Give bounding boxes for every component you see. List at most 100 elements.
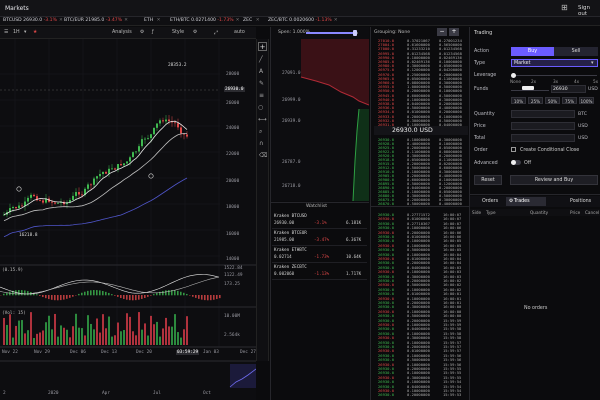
tab-orders[interactable]: Orders [482, 199, 499, 204]
ticker-tab[interactable]: BTC/EUR 21985.0 -3.47% ✕ [64, 18, 128, 23]
orderbook-bid-row[interactable]: 26915.0 0.20000000 0.02000000 [378, 161, 468, 166]
orderbook-ask-row[interactable]: 26965.0 0.05000000 0.11000000 [378, 76, 468, 81]
watchlist-item[interactable]: Kraken ZECBTC 0.002060 -1.13% 1.717K [272, 264, 367, 280]
settings-icon[interactable]: ⚙ [193, 30, 198, 35]
text-icon[interactable]: A [259, 68, 264, 75]
orderbook-bid-row[interactable]: 26900.0 0.60000000 0.10000000 [378, 177, 468, 182]
orderbook-bid-row[interactable]: 26875.0 0.20000000 0.30000000 [378, 197, 468, 202]
orderbook-bid-row[interactable]: 26910.0 0.10000000 0.30000000 [378, 169, 468, 174]
orderbook-ask-row[interactable]: 26945.0 0.60000000 0.50000000 [378, 93, 468, 98]
funds-percent-button[interactable]: 75% [562, 97, 577, 104]
leverage-slider-handle[interactable] [511, 73, 516, 78]
orderbook-bid-row[interactable]: 26925.0 0.20000000 0.05000000 [378, 145, 468, 150]
orderbook-ask-row[interactable]: 26955.0 1.00000000 0.50000000 [378, 84, 468, 89]
price-chart[interactable] [0, 39, 256, 400]
orderbook-bid-row[interactable]: 26928.0 0.40000000 0.10000000 [378, 141, 468, 146]
orderbook-ask-row[interactable]: 26960.0 0.08000000 0.30000000 [378, 80, 468, 85]
funds-percent-button[interactable]: 10% [511, 97, 526, 104]
auto-toggle[interactable]: auto [234, 30, 245, 35]
price-input[interactable] [511, 122, 575, 130]
orderbook-ask-row[interactable]: 26950.0 0.20000000 0.10000000 [378, 88, 468, 93]
line-icon[interactable]: ╱ [259, 56, 263, 63]
orderbook-ask-row[interactable]: 26995.0 0.01234568 0.01234568 [378, 51, 468, 56]
orderbook-ask-row[interactable]: 26936.0 0.50000000 0.40000000 [378, 105, 468, 110]
analysis-button[interactable]: Analysis [112, 30, 132, 35]
orderbook-bid-row[interactable]: 26895.0 0.50000000 0.12000000 [378, 181, 468, 186]
tab-positions[interactable]: Positions [570, 199, 592, 204]
orderbook-ask-row[interactable]: 27000.0 0.31233210 0.01234568 [378, 46, 468, 51]
tab-trades[interactable]: Trades [506, 197, 546, 206]
orderbook-bid-row[interactable]: 26905.0 0.20000000 0.40000000 [378, 173, 468, 178]
style-button[interactable]: Style [172, 30, 185, 35]
orderbook-bid-row[interactable]: 26870.0 0.50000000 0.40000000 [378, 201, 468, 206]
navigator-window[interactable] [230, 364, 256, 388]
reset-button[interactable]: Reset [474, 175, 502, 185]
orderbook-ask-row[interactable]: 26980.0 0.30000000 0.05000000 [378, 63, 468, 68]
menu-icon[interactable]: ☰ [4, 30, 9, 35]
orderbook-ask-row[interactable]: 26933.0 0.20000000 0.10000000 [378, 114, 468, 119]
grid-icon[interactable]: ⊞ [561, 3, 568, 12]
leverage-slider[interactable] [513, 75, 597, 76]
orderbook-ask-row[interactable]: 26985.0 0.02469136 0.10000000 [378, 59, 468, 64]
buy-button[interactable]: Buy [511, 47, 554, 56]
trash-icon[interactable]: ⌫ [259, 152, 268, 159]
fib-icon[interactable]: ≡ [259, 92, 265, 99]
brush-icon[interactable]: ✎ [259, 80, 265, 87]
watchlist-item[interactable]: Kraken ETHBTC 0.02714 -1.73% 10.64K [272, 247, 367, 263]
funds-percent-button[interactable]: 25% [528, 97, 543, 104]
magnet-icon[interactable]: ∩ [259, 140, 264, 147]
indicator-icon[interactable]: ƒ [152, 30, 154, 35]
signal-marker[interactable] [16, 186, 22, 192]
ticker-tab[interactable]: BTCUSD 26930.0 -3.1% ✕ [3, 18, 63, 23]
funds-input[interactable] [551, 85, 586, 93]
close-icon[interactable]: ✕ [333, 18, 338, 23]
close-icon[interactable]: ✕ [58, 18, 63, 23]
funds-slider-handle[interactable] [522, 86, 534, 90]
orderbook-ask-row[interactable]: 26931.0 0.10000000 0.04000000 [378, 122, 468, 127]
orderbook-ask-row[interactable]: 26932.0 0.30000000 0.50000000 [378, 118, 468, 123]
ticker-tab[interactable]: ZEC ✕ [243, 18, 260, 23]
close-icon[interactable]: ✕ [255, 18, 260, 23]
watchlist-item[interactable]: Kraken BTCEUR 21985.00 -3.47% 6.367K [272, 230, 367, 246]
funds-percent-button[interactable]: 100% [579, 97, 594, 104]
orderbook-ask-row[interactable]: 26934.0 0.01000000 0.20000000 [378, 109, 468, 114]
orderbook-ask-row[interactable]: 27010.0 0.37021067 0.27001234 [378, 38, 468, 43]
total-input[interactable] [511, 134, 575, 142]
measure-icon[interactable]: ⟷ [258, 116, 267, 123]
settings-icon[interactable]: ⚙ [140, 30, 145, 35]
orderbook-bid-row[interactable]: 26920.0 0.30000000 0.20000000 [378, 153, 468, 158]
orderbook-ask-row[interactable]: 27004.0 0.61600000 0.56500000 [378, 42, 468, 47]
spread-slider-handle[interactable] [353, 30, 357, 36]
ticker-tab[interactable]: ETH ✕ [144, 18, 161, 23]
orderbook-bid-row[interactable]: 26890.0 0.04000000 0.20000000 [378, 185, 468, 190]
orderbook-bid-row[interactable]: 26930.0 0.10000000 0.30000000 [378, 137, 468, 142]
ticker-tab[interactable]: ETH/BTC 0.0271400 -1.73% ✕ [170, 18, 240, 23]
close-icon[interactable]: ✕ [124, 18, 128, 23]
orderbook-bid-row[interactable]: 26922.0 0.11000000 0.08000000 [378, 149, 468, 154]
sign-out-link[interactable]: Sign out [578, 5, 590, 17]
order-type-select[interactable] [511, 59, 598, 67]
zoom-icon[interactable]: ⌕ [259, 128, 263, 135]
star-icon[interactable]: ★ [33, 30, 38, 35]
plus-icon[interactable]: + [258, 42, 267, 51]
orderbook-bid-row[interactable]: 26885.0 0.10000000 0.05000000 [378, 189, 468, 194]
watchlist-item[interactable]: Kraken BTCUSD 26930.00 -3.1% 6.181K [272, 213, 367, 229]
grouping-increase-button[interactable]: + [449, 28, 459, 36]
close-icon[interactable]: ✕ [235, 18, 240, 23]
conditional-close-checkbox[interactable] [511, 147, 516, 152]
review-buy-button[interactable]: Review and Buy [510, 175, 598, 185]
orderbook-ask-row[interactable]: 26970.0 0.25000000 0.20000000 [378, 72, 468, 77]
funds-slider[interactable] [511, 90, 549, 91]
sell-button[interactable]: Sell [554, 47, 598, 56]
advanced-toggle[interactable] [511, 160, 521, 165]
close-icon[interactable]: ✕ [156, 18, 161, 23]
interval-select[interactable]: 1H [13, 30, 20, 35]
orderbook-ask-row[interactable]: 26975.0 0.12000000 0.04200000 [378, 67, 468, 72]
orderbook-ask-row[interactable]: 26990.0 0.10000000 0.02469136 [378, 55, 468, 60]
orderbook-bid-row[interactable]: 26880.0 0.30000000 0.50000000 [378, 193, 468, 198]
orderbook-bid-row[interactable]: 26912.0 0.50000000 0.60000000 [378, 165, 468, 170]
grouping-decrease-button[interactable]: − [437, 28, 447, 36]
quantity-input[interactable] [511, 110, 575, 118]
orderbook-ask-row[interactable]: 26940.0 0.10000000 0.30000000 [378, 97, 468, 102]
orderbook-bid-row[interactable]: 26918.0 0.05000000 0.11000000 [378, 157, 468, 162]
